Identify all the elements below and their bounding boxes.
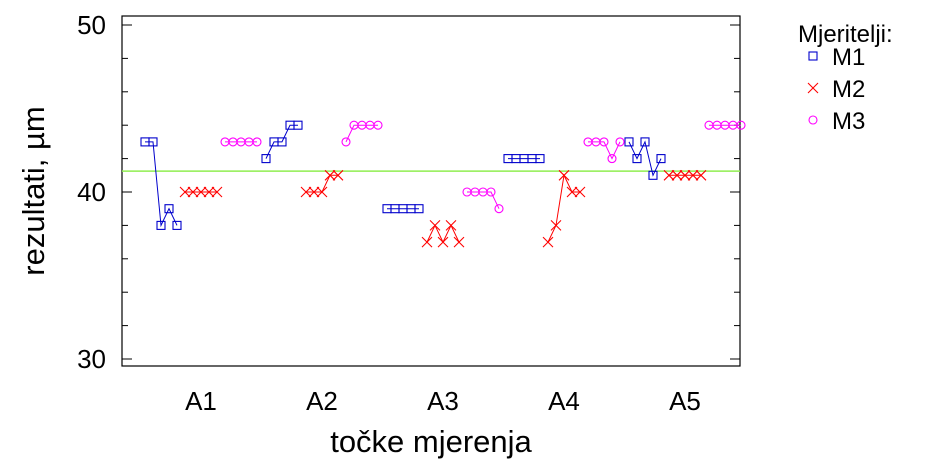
data-point [187, 186, 199, 198]
data-point [542, 236, 554, 248]
data-point [671, 169, 683, 181]
data-point [615, 137, 625, 147]
data-point [550, 220, 562, 231]
data-point [558, 169, 570, 181]
y-tick-label: 40 [77, 177, 106, 207]
y-axis: 30 40 50 [77, 10, 740, 374]
series-line [628, 140, 662, 177]
data-point [599, 137, 609, 147]
data-point [195, 186, 207, 198]
data-point [535, 154, 545, 164]
data-point [736, 120, 746, 130]
data-point [566, 186, 578, 198]
legend-label: M1 [832, 44, 865, 71]
data-point [341, 137, 351, 147]
x-axis: A1 A2 A3 A4 A5 [185, 386, 701, 416]
data-point [179, 186, 191, 198]
series-M1 [140, 120, 666, 230]
data-point [624, 137, 634, 147]
data-point [656, 154, 666, 164]
y-tick-label: 50 [77, 10, 106, 40]
data-point [632, 154, 642, 164]
x-axis-label: točke mjerenja [330, 424, 532, 459]
data-point [277, 137, 287, 147]
legend-title: Mjeritelji: [798, 21, 893, 48]
data-point [429, 220, 441, 231]
series-M2 [179, 169, 707, 248]
data-point [679, 169, 691, 181]
data-point [648, 170, 658, 180]
data-point [308, 186, 320, 198]
data-point [148, 137, 158, 147]
x-tick-label: A1 [185, 386, 217, 416]
data-point [172, 220, 182, 230]
data-point [574, 186, 586, 198]
data-point [687, 169, 699, 181]
data-point [164, 204, 174, 214]
legend-label: M2 [832, 76, 865, 103]
data-point [607, 154, 617, 164]
data-point [486, 187, 496, 197]
data-point [445, 220, 457, 231]
data-point [252, 137, 262, 147]
x-tick-label: A5 [669, 386, 701, 416]
data-series [140, 120, 746, 248]
series-line [467, 191, 500, 209]
data-point [695, 169, 707, 181]
legend-marker [808, 51, 818, 61]
plot-frame [121, 15, 741, 367]
data-point [211, 186, 223, 198]
data-point [293, 120, 303, 130]
x-tick-label: A2 [306, 386, 338, 416]
data-point [421, 236, 433, 248]
data-point [373, 120, 383, 130]
data-point [453, 236, 465, 248]
y-axis-label: rezultati, µm [16, 106, 51, 275]
legend-marker [808, 115, 818, 125]
data-point [663, 169, 675, 181]
data-point [156, 220, 166, 230]
data-point [437, 236, 449, 248]
data-point [640, 137, 650, 147]
data-point [414, 204, 424, 214]
series-M3 [220, 120, 746, 214]
series-line [588, 141, 621, 160]
data-point [203, 186, 215, 198]
data-point [494, 204, 504, 214]
data-point [316, 186, 328, 198]
legend-label: M3 [832, 108, 865, 135]
series-line [547, 173, 580, 243]
legend: M1 M2 M3 [807, 44, 865, 135]
x-tick-label: A3 [427, 386, 459, 416]
y-tick-label: 30 [77, 344, 106, 374]
series-line [265, 124, 298, 159]
data-point [324, 169, 336, 181]
data-point [261, 154, 271, 164]
series-line [345, 124, 378, 143]
legend-marker [807, 82, 819, 94]
data-point [300, 186, 312, 198]
x-tick-label: A4 [548, 386, 580, 416]
data-point [332, 169, 344, 181]
series-line [145, 141, 178, 228]
